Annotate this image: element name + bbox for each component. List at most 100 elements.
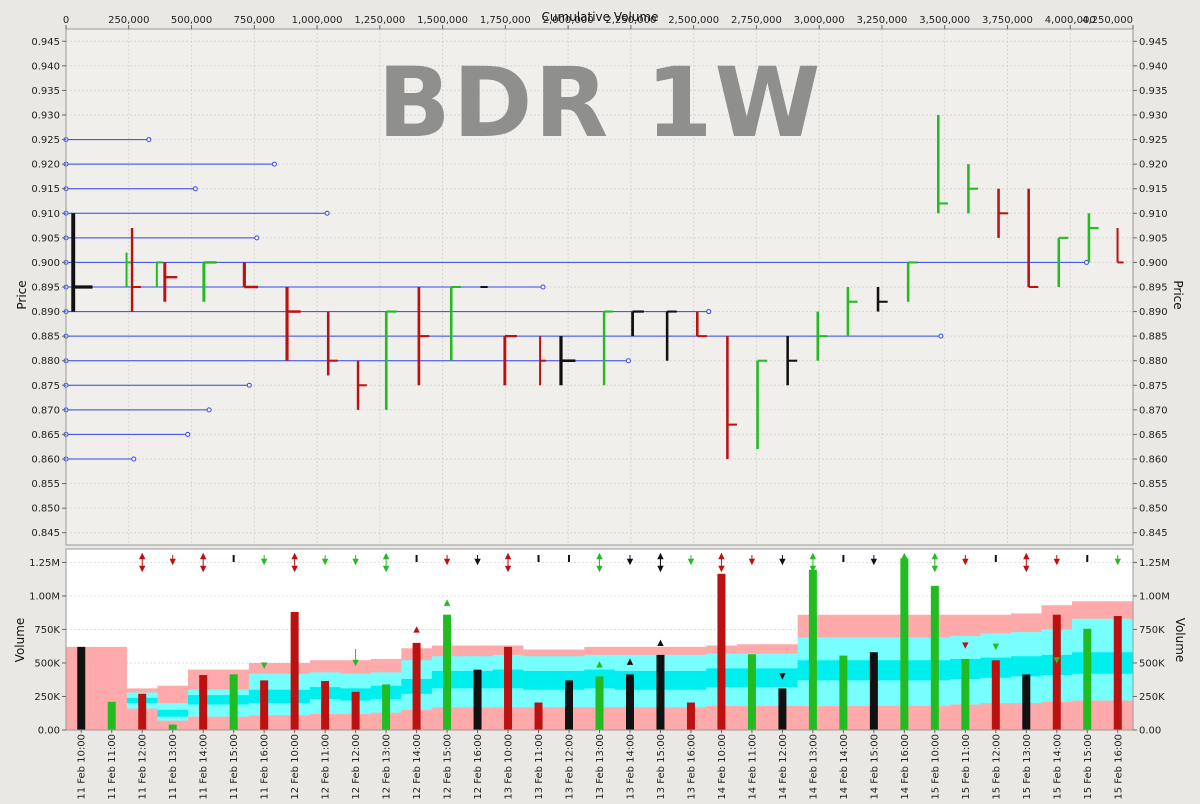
- price-tick-label-left: 0.925: [31, 135, 60, 146]
- annotation-up-triangle: [626, 658, 634, 665]
- volume-bar: [504, 646, 513, 730]
- volume-bar: [382, 684, 391, 730]
- annotation-up-triangle: [413, 626, 420, 633]
- time-tick-label: 15 Feb 16:00: [1113, 734, 1124, 800]
- volume-bar: [229, 674, 238, 730]
- x-tick-label: 250,000: [108, 15, 149, 26]
- time-tick-label: 14 Feb 15:00: [869, 734, 880, 800]
- volume-axis-title-right: Volume: [1173, 618, 1187, 663]
- volume-bar: [747, 654, 756, 730]
- price-bar: [71, 213, 93, 312]
- x-tick-label: 3,250,000: [856, 15, 907, 26]
- volume-bar: [351, 691, 360, 730]
- signal-down-triangle: [1053, 558, 1060, 566]
- signal-up-triangle: [199, 552, 207, 560]
- price-bar: [1057, 236, 1069, 287]
- signal-down-triangle: [1114, 558, 1121, 566]
- price-bar: [876, 287, 888, 312]
- time-tick-label: 15 Feb 11:00: [961, 734, 972, 800]
- price-bar: [967, 164, 979, 214]
- signal-up-triangle: [657, 552, 664, 560]
- price-tick-label-left: 0.870: [31, 405, 60, 416]
- volume-tick-label-left: 500K: [34, 658, 60, 669]
- price-tick-label-right: 0.870: [1139, 405, 1168, 416]
- annotation-down-triangle: [260, 662, 268, 669]
- price-bar: [326, 311, 338, 376]
- volume-bar: [1113, 616, 1122, 730]
- volume-tick-label-right: 1.00M: [1139, 591, 1170, 602]
- price-tick-label-right: 0.945: [1139, 37, 1168, 48]
- volume-bar: [869, 652, 878, 730]
- signal-down-triangle: [169, 558, 176, 566]
- volume-bar: [534, 702, 543, 730]
- price-bar: [285, 287, 301, 361]
- price-bar: [631, 310, 644, 337]
- volume-bar: [808, 569, 817, 730]
- time-tick-label: 14 Feb 13:00: [808, 734, 819, 800]
- signal-up-triangle: [291, 552, 298, 560]
- time-tick-label: 13 Feb 13:00: [595, 734, 606, 800]
- volume-bar: [930, 585, 939, 730]
- price-level-end-marker: [938, 333, 944, 339]
- volume-bar: [595, 676, 604, 730]
- signal-up-triangle: [1023, 552, 1030, 560]
- signal-down-triangle: [260, 558, 268, 566]
- time-tick-label: 14 Feb 16:00: [900, 734, 911, 800]
- time-tick-label: 11 Feb 12:00: [138, 734, 149, 800]
- signal-down-triangle: [321, 558, 329, 566]
- x-tick-label: 1,250,000: [354, 15, 405, 26]
- time-tick-label: 12 Feb 13:00: [382, 734, 393, 800]
- signal-down-triangle: [687, 558, 695, 566]
- price-tick-label-right: 0.885: [1139, 332, 1168, 343]
- price-bar: [417, 287, 430, 386]
- annotation-down-triangle: [1053, 657, 1060, 664]
- volume-bar: [961, 658, 970, 730]
- volume-axis-title-left: Volume: [13, 618, 27, 663]
- price-bar: [726, 336, 738, 459]
- volume-tick-label-left: 0.00: [38, 726, 60, 737]
- volume-axis-ticks: 0.00 0.00 250K 250K 500K 500K 750K 750K 1.00M 1.0…: [29, 558, 1170, 737]
- time-tick-label: 12 Feb 16:00: [473, 734, 484, 800]
- chart-watermark: BDR 1W: [378, 47, 823, 159]
- price-bar: [695, 311, 707, 338]
- price-tick-label-left: 0.945: [31, 37, 60, 48]
- volume-bar: [443, 614, 452, 730]
- signal-up-triangle: [139, 552, 146, 560]
- time-tick-label: 13 Feb 12:00: [565, 734, 576, 800]
- volume-bar: [473, 669, 482, 730]
- signal-down-triangle: [1023, 565, 1030, 573]
- signal-up-triangle: [718, 552, 725, 560]
- annotation-down-triangle: [992, 643, 1000, 651]
- time-tick-label: 14 Feb 10:00: [717, 734, 728, 800]
- price-bar: [756, 359, 768, 450]
- price-tick-label-left: 0.850: [31, 504, 60, 515]
- time-tick-label: 11 Feb 10:00: [77, 734, 88, 800]
- price-bar: [997, 188, 1009, 238]
- price-tick-label-left: 0.865: [31, 430, 60, 441]
- price-level-end-marker: [271, 161, 277, 167]
- price-tick-label-right: 0.875: [1139, 381, 1168, 392]
- price-tick-label-left: 0.940: [31, 61, 60, 72]
- volume-bar: [625, 674, 634, 730]
- signal-down-triangle: [809, 565, 817, 573]
- price-tick-label-right: 0.905: [1139, 233, 1168, 244]
- x-tick-label: 2,750,000: [731, 15, 782, 26]
- price-level-end-marker: [185, 431, 191, 437]
- price-level-end-marker: [192, 186, 198, 192]
- price-level-end-marker: [540, 284, 546, 290]
- time-axis-labels: 11 Feb 10:00 11 Feb 11:00 11 Feb 12:00 11 F…: [77, 730, 1124, 800]
- price-tick-label-left: 0.860: [31, 455, 60, 466]
- annotation-down-triangle: [779, 673, 786, 680]
- signal-down-triangle: [748, 558, 756, 566]
- annotation-down-triangle: [962, 642, 969, 649]
- volume-bar: [321, 681, 330, 730]
- price-bar: [539, 336, 547, 386]
- time-tick-label: 14 Feb 11:00: [747, 734, 758, 800]
- x-tick-label: 750,000: [234, 15, 275, 26]
- price-bar: [202, 261, 217, 302]
- volume-tick-label-left: 1.25M: [29, 558, 60, 569]
- x-tick-label: 1,750,000: [480, 15, 531, 26]
- price-bar: [846, 287, 858, 337]
- signal-down-triangle: [718, 565, 725, 573]
